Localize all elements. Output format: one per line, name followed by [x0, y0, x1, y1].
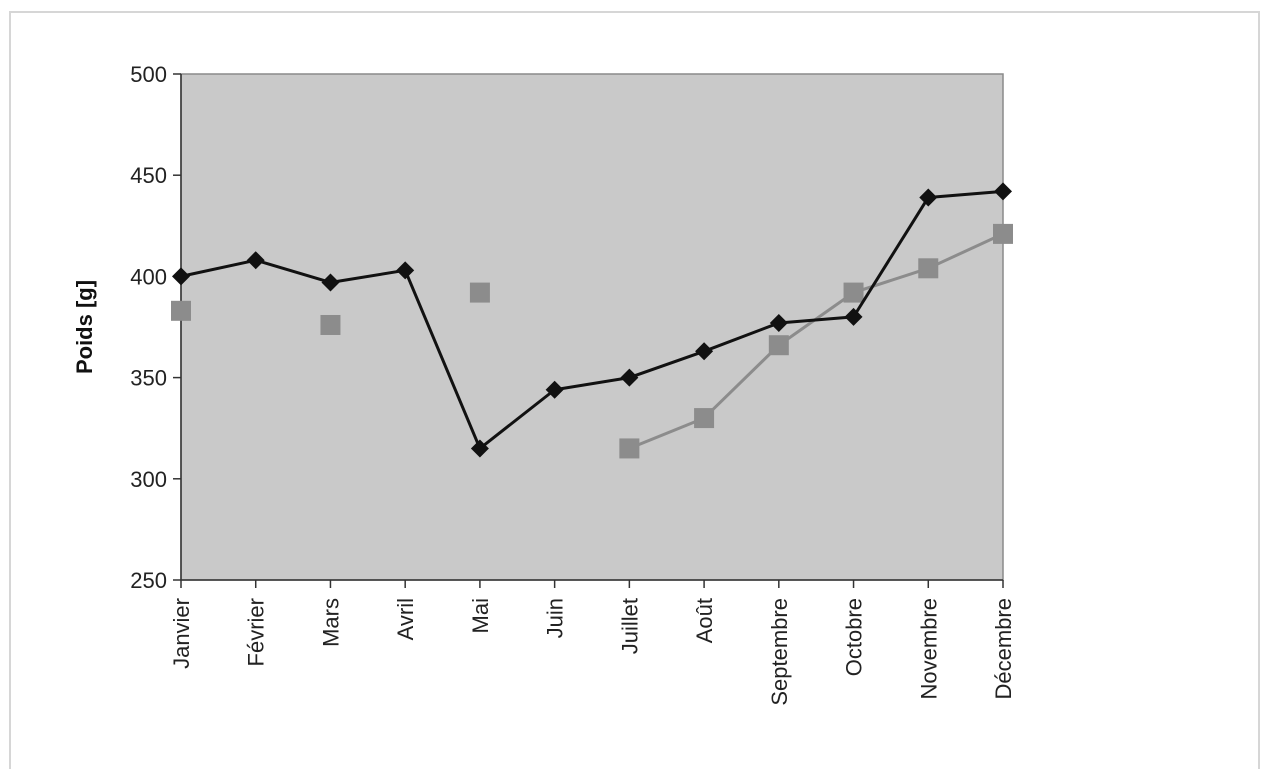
x-tick-label: Mars [318, 598, 343, 647]
y-tick-label: 350 [130, 366, 167, 391]
series-line-segment [628, 349, 705, 380]
series-line-segment [330, 268, 406, 284]
data-point-square [768, 335, 789, 356]
outer-border [9, 11, 1260, 769]
series-line-segment [703, 321, 780, 353]
data-point-diamond [470, 439, 489, 458]
data-point-diamond [545, 380, 564, 399]
x-tick-label: Septembre [767, 598, 792, 706]
data-point-square [619, 438, 640, 459]
x-tick-label: Octobre [842, 598, 867, 676]
data-point-diamond [620, 368, 639, 387]
series-layer [171, 182, 1013, 459]
series-line-segment [852, 196, 930, 318]
data-point-diamond [396, 261, 415, 280]
data-point-diamond [246, 251, 265, 270]
series-line-segment [778, 315, 854, 325]
data-point-diamond [844, 307, 863, 326]
y-tick-label: 500 [130, 62, 167, 87]
x-tick-label: Mai [468, 598, 493, 633]
x-tick-label: Novembre [916, 598, 941, 699]
series-line-segment [180, 258, 257, 278]
x-tick-label: Juin [543, 598, 568, 638]
data-point-square [320, 314, 341, 335]
y-tick-label: 400 [130, 264, 167, 289]
y-axis-title: Poids [g] [72, 280, 97, 374]
data-point-diamond [695, 342, 714, 361]
y-tick-label: 250 [130, 568, 167, 593]
data-point-square [171, 300, 191, 321]
series-line-segment [403, 269, 482, 450]
data-point-square [843, 282, 864, 303]
series-line-segment [703, 344, 780, 420]
x-tick-label: Février [244, 598, 269, 666]
y-tick-label: 450 [130, 163, 167, 188]
data-point-diamond [769, 313, 788, 332]
data-point-square [694, 408, 715, 429]
series-2 [171, 223, 1013, 459]
data-point-diamond [321, 273, 340, 292]
x-axis: Janvier Février Mars Avril Mai Juin Juillet Aoû… [169, 579, 1016, 706]
series-line-segment [928, 189, 1004, 199]
series-line-segment [853, 266, 929, 295]
data-point-diamond [172, 267, 190, 286]
series-line-segment [255, 258, 331, 284]
x-tick-label: Décembre [991, 598, 1016, 699]
plot-area [180, 73, 1004, 581]
x-tick-label: Août [692, 598, 717, 643]
series-line-segment [554, 376, 630, 392]
series-1 [172, 182, 1012, 458]
x-tick-label: Avril [393, 598, 418, 640]
data-point-diamond [994, 182, 1012, 201]
x-tick-label: Juillet [617, 598, 642, 654]
data-point-square [918, 258, 939, 279]
series-line-segment [927, 232, 1004, 270]
series-line-segment [628, 416, 705, 450]
x-tick-label: Janvier [169, 598, 194, 669]
y-tick-label: 300 [130, 467, 167, 492]
data-point-square [993, 223, 1013, 244]
data-point-square [469, 282, 490, 303]
data-point-diamond [919, 188, 938, 207]
series-line-segment [478, 388, 556, 450]
y-axis: 250 300 350 400 450 500 [130, 62, 182, 593]
